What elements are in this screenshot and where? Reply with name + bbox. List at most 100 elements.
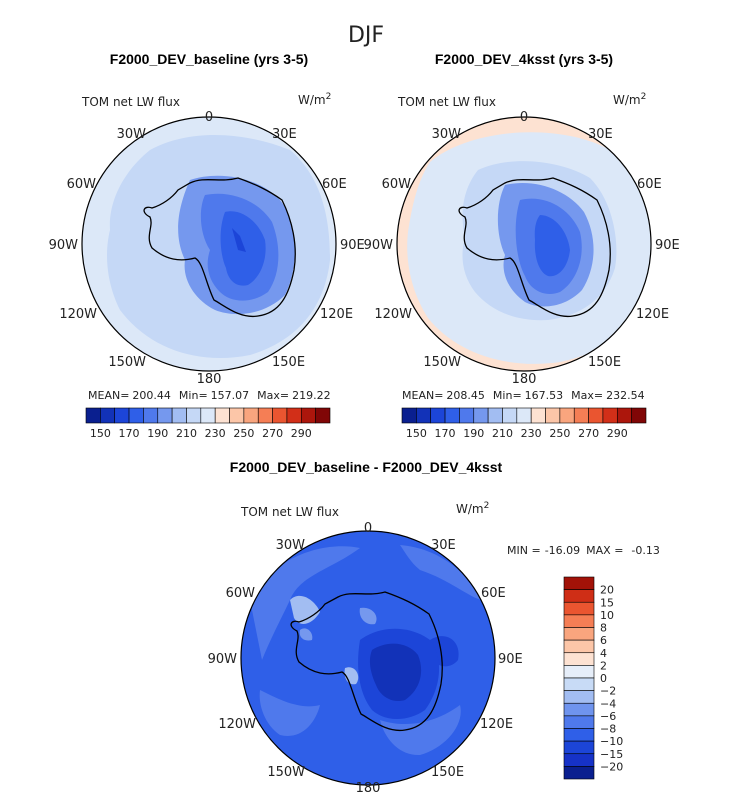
lon-label-120e: 120E <box>480 717 513 732</box>
colorbar-swatch <box>128 407 144 424</box>
stats-line: MIN = -16.09 MAX = -0.13 <box>507 544 660 557</box>
variable-label: TOM net LW flux <box>240 505 339 519</box>
lon-label-150w: 150W <box>108 355 146 370</box>
panel-title: F2000_DEV_4ksst (yrs 3-5) <box>435 51 613 67</box>
lon-label-0: 0 <box>520 110 528 125</box>
colorbar-swatch <box>143 407 159 424</box>
colorbar-tick-label: 170 <box>119 427 140 440</box>
colorbar-swatch <box>114 407 130 424</box>
colorbar-swatch <box>563 690 595 704</box>
colorbar-tick-label: 230 <box>205 427 226 440</box>
colorbar-swatch <box>563 766 595 780</box>
lon-label-30w: 30W <box>276 538 306 553</box>
colorbar-swatch <box>157 407 173 424</box>
colorbar-swatch <box>315 407 331 424</box>
lon-label-120w: 120W <box>374 307 412 322</box>
colorbar-tick-label: 270 <box>578 427 599 440</box>
lon-label-30e: 30E <box>272 127 297 142</box>
coastline <box>290 591 443 732</box>
colorbar-swatch <box>430 407 446 424</box>
lon-label-120w: 120W <box>59 307 97 322</box>
colorbar-swatch <box>300 407 316 424</box>
colorbar-swatch <box>444 407 460 424</box>
colorbar-swatch <box>85 407 101 424</box>
colorbar-swatch <box>563 627 595 641</box>
lon-label-150w: 150W <box>267 765 305 780</box>
lon-label-120e: 120E <box>636 307 669 322</box>
coastline <box>458 177 611 318</box>
colorbar-tick-label: 250 <box>549 427 570 440</box>
lon-label-180: 180 <box>356 781 381 796</box>
colorbar-tick-label: 190 <box>147 427 168 440</box>
colorbar-tick-label: −8 <box>600 723 616 736</box>
colorbar-tick-label: −10 <box>600 735 623 748</box>
colorbar-swatch <box>459 407 475 424</box>
colorbar-tick-label: −6 <box>600 710 616 723</box>
colorbar-tick-label: −4 <box>600 697 616 710</box>
colorbar-swatch <box>545 407 561 424</box>
colorbar-swatch <box>502 407 518 424</box>
colorbar-swatch <box>563 576 595 590</box>
colorbar-swatch <box>616 407 632 424</box>
colorbar-tick-label: 15 <box>600 596 614 609</box>
colorbar-swatch <box>516 407 532 424</box>
lon-label-90e: 90E <box>340 238 365 253</box>
colorbar-swatch <box>602 407 618 424</box>
units-label: W/m2 <box>298 92 331 107</box>
units-label: W/m2 <box>456 501 489 516</box>
colorbar-tick-label: 2 <box>600 659 607 672</box>
colorbar-tick-label: 230 <box>521 427 542 440</box>
colorbar-swatch <box>171 407 187 424</box>
map-boundary <box>81 116 337 372</box>
lon-label-90w: 90W <box>364 238 394 253</box>
lon-label-60e: 60E <box>481 586 506 601</box>
colorbar-tick-label: 210 <box>492 427 513 440</box>
lon-label-120w: 120W <box>218 717 256 732</box>
colorbar-tick-label: 10 <box>600 609 614 622</box>
panel-4ksst: F2000_DEV_4ksst (yrs 3-5) TOM net LW flu… <box>364 51 680 440</box>
variable-label: TOM net LW flux <box>81 95 180 109</box>
stats-line: MEAN= 208.45 Min= 167.53 Max= 232.54 <box>402 389 645 402</box>
colorbar-swatch <box>563 677 595 691</box>
map-field <box>82 117 336 371</box>
panel-title: F2000_DEV_baseline - F2000_DEV_4ksst <box>230 459 503 475</box>
lon-label-180: 180 <box>512 372 537 387</box>
colorbar-swatch <box>563 639 595 654</box>
panel-difference: F2000_DEV_baseline - F2000_DEV_4ksst TOM… <box>208 459 660 796</box>
colorbar-swatch <box>559 407 575 424</box>
lon-label-30e: 30E <box>588 127 613 142</box>
lon-label-60w: 60W <box>382 177 412 192</box>
colorbar-swatch <box>563 728 595 742</box>
lon-label-60w: 60W <box>226 586 256 601</box>
colorbar-swatch <box>487 407 503 424</box>
colorbar-tick-label: 170 <box>435 427 456 440</box>
lon-label-60w: 60W <box>67 177 97 192</box>
colorbar-tick-label: 0 <box>600 672 607 685</box>
units-label: W/m2 <box>613 92 646 107</box>
colorbar: 150 170 190 210 230 250 270 290 <box>85 407 331 440</box>
map-field <box>241 531 495 785</box>
lon-label-30w: 30W <box>117 127 147 142</box>
colorbar-swatch <box>631 407 647 424</box>
lon-label-90w: 90W <box>208 652 238 667</box>
lon-label-30e: 30E <box>431 538 456 553</box>
colorbar-tick-label: 210 <box>176 427 197 440</box>
panel-title: F2000_DEV_baseline (yrs 3-5) <box>110 51 308 67</box>
colorbar-swatch <box>229 407 245 424</box>
colorbar-swatch <box>563 753 595 767</box>
colorbar: 150 170 190 210 230 250 270 290 <box>401 407 647 440</box>
stats-line: MEAN= 200.44 Min= 157.07 Max= 219.22 <box>88 389 331 402</box>
panel-baseline: F2000_DEV_baseline (yrs 3-5) TOM net LW … <box>49 51 365 440</box>
colorbar-swatch <box>100 407 116 424</box>
colorbar-swatch <box>286 407 302 424</box>
longitude-labels: 0 30E 60E 90E 120E 150E 180 150W 120W 90… <box>364 110 680 387</box>
colorbar-tick-label: −15 <box>600 748 623 761</box>
colorbar-swatch <box>257 407 273 424</box>
colorbar-tick-label: −20 <box>600 760 623 773</box>
map-boundary <box>396 116 652 372</box>
map-field <box>397 117 651 371</box>
lon-label-90w: 90W <box>49 238 79 253</box>
lon-label-180: 180 <box>197 372 222 387</box>
colorbar-swatch <box>563 740 595 755</box>
